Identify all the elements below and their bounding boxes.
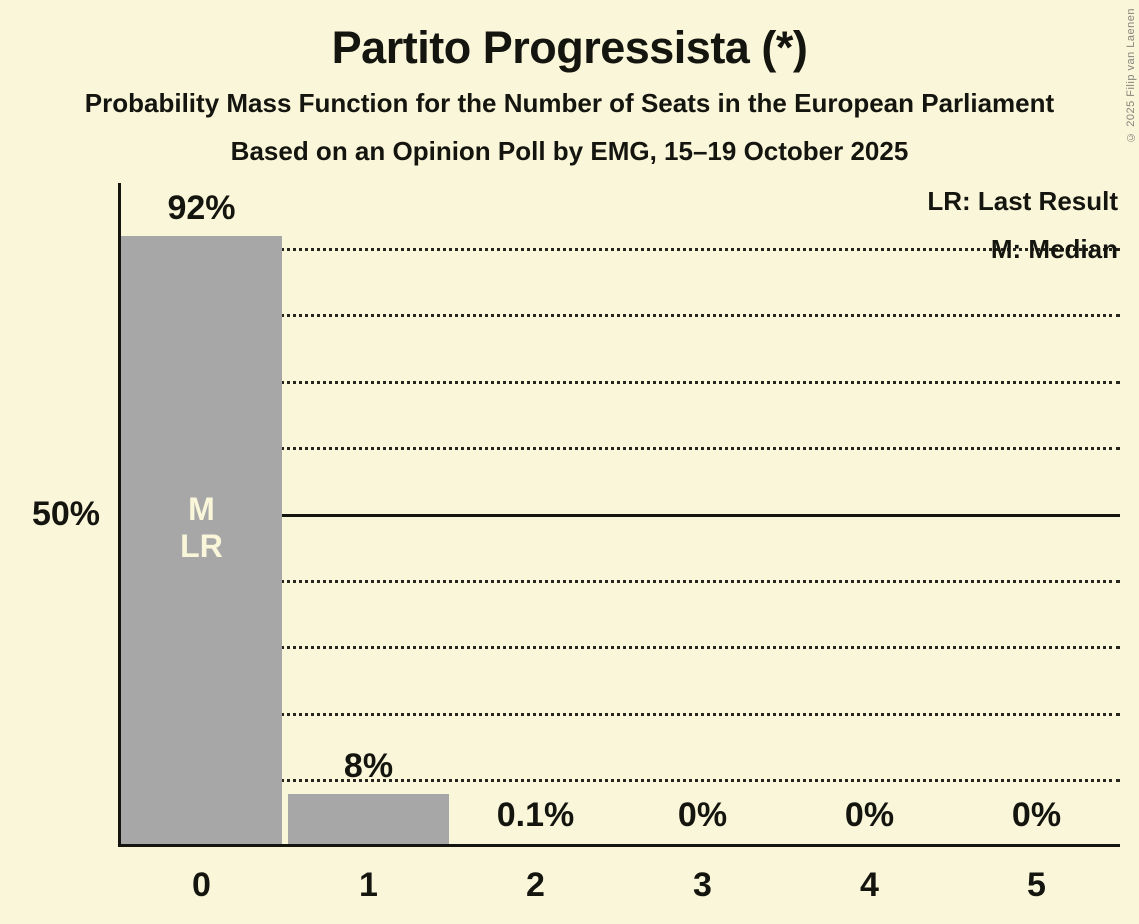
legend-median: M: Median	[990, 234, 1118, 264]
y-axis-line	[118, 183, 121, 847]
x-tick-label-3: 3	[693, 866, 712, 904]
gridline-90pct	[118, 247, 1120, 251]
x-tick-label-2: 2	[526, 866, 545, 904]
bar-annotation-median-lastresult: M LR	[180, 491, 223, 565]
x-tick-label-1: 1	[359, 866, 378, 904]
gridline-20pct	[118, 712, 1120, 716]
value-label-seats-4: 0%	[844, 796, 895, 834]
legend-last-result: LR: Last Result	[927, 186, 1118, 216]
y-axis-tick-label: 50%	[31, 495, 100, 533]
gridline-70pct	[118, 380, 1120, 384]
gridline-40pct	[118, 579, 1120, 583]
value-label-seats-3: 0%	[677, 796, 728, 834]
majority-line-50pct	[118, 513, 1120, 517]
value-label-seats-0: 92%	[167, 189, 236, 228]
value-label-seats-2: 0.1%	[496, 796, 575, 834]
value-label-seats-1: 8%	[343, 746, 394, 785]
gridline-10pct	[118, 779, 1120, 783]
chart-source-line: Based on an Opinion Poll by EMG, 15–19 O…	[230, 136, 909, 166]
plot-area: 92% 8% 0.1% 0% 0% 0% M LR	[118, 183, 1120, 847]
gridline-30pct	[118, 646, 1120, 650]
gridline-60pct	[118, 447, 1120, 451]
chart-title: Partito Progressista (*)	[331, 22, 808, 73]
chart-subtitle: Probability Mass Function for the Number…	[84, 88, 1055, 118]
gridline-80pct	[118, 314, 1120, 318]
x-tick-label-0: 0	[192, 866, 211, 904]
value-label-seats-5: 0%	[1011, 796, 1062, 834]
bar-seats-0	[121, 236, 282, 847]
x-axis-line	[118, 844, 1120, 847]
copyright-notice: © 2025 Filip van Laenen	[1125, 8, 1137, 143]
x-tick-label-5: 5	[1027, 866, 1046, 904]
bar-seats-1	[288, 793, 449, 847]
x-tick-label-4: 4	[860, 866, 879, 904]
